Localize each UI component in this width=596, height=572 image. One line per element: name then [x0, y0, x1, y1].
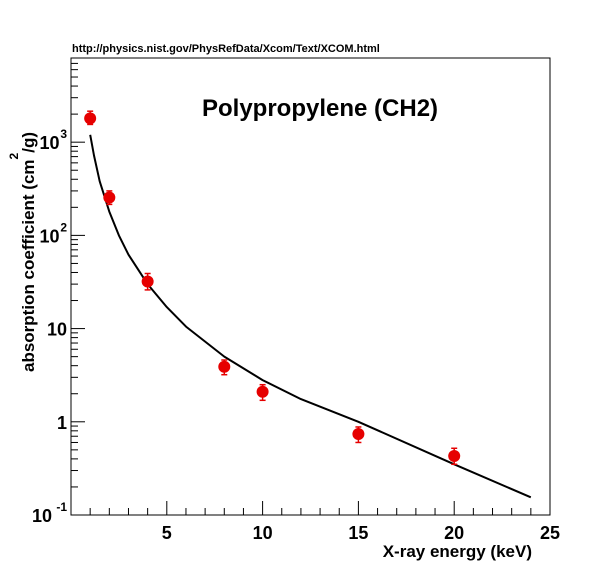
- data-point: [448, 449, 461, 462]
- y-tick-label: 10: [39, 133, 59, 153]
- x-axis-label: X-ray energy (keV): [383, 542, 532, 561]
- data-point: [256, 385, 269, 398]
- data-point: [103, 191, 116, 204]
- x-tick-label: 20: [444, 523, 464, 543]
- fit-curve-layer: [89, 134, 532, 499]
- y-axis-label-main: absorption coefficient (cm: [19, 159, 38, 372]
- x-axis-tick-labels: 5 10 15 20 25: [162, 523, 560, 543]
- x-tick-label: 15: [348, 523, 368, 543]
- data-point: [352, 427, 365, 440]
- x-axis-ticks: [70, 501, 551, 515]
- data-points-layer: [84, 110, 461, 466]
- chart-title: Polypropylene (CH2): [202, 95, 438, 122]
- y-tick-label: 10: [39, 226, 59, 246]
- y-tick-label-exponent: 3: [60, 127, 67, 141]
- x-tick-label: 5: [162, 523, 172, 543]
- fit-curve: [89, 134, 532, 499]
- source-url: http://physics.nist.gov/PhysRefData/Xcom…: [72, 43, 380, 55]
- y-axis-ticks: [71, 57, 85, 516]
- data-point: [218, 360, 231, 373]
- y-axis-label-tail: /g): [19, 132, 38, 153]
- data-point: [141, 275, 154, 288]
- x-tick-label: 10: [253, 523, 273, 543]
- y-tick-label-exponent: 2: [60, 220, 67, 234]
- x-tick-label: 25: [540, 523, 560, 543]
- plot-frame: [70, 57, 551, 516]
- data-point: [84, 112, 97, 125]
- y-axis-label-sup: 2: [7, 152, 21, 159]
- y-axis-label: absorption coefficient (cm2/g): [7, 132, 38, 372]
- y-tick-label: 1: [57, 413, 67, 433]
- svg-text:absorption coefficient (cm2/g): absorption coefficient (cm2/g): [7, 132, 38, 372]
- y-tick-label: 10: [47, 320, 67, 340]
- y-tick-label: 10: [32, 506, 52, 526]
- y-tick-label-exponent: -1: [56, 500, 67, 514]
